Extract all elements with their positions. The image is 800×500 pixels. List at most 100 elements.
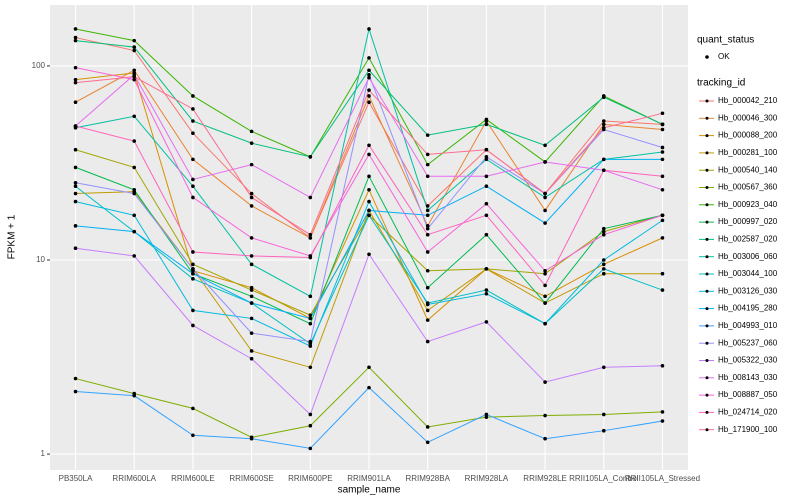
data-point — [191, 94, 195, 98]
x-tick-label: RRIM600LE — [171, 474, 215, 483]
data-point — [249, 356, 254, 361]
legend-point — [705, 203, 709, 207]
data-point — [543, 321, 547, 326]
data-point — [484, 155, 489, 159]
data-point — [308, 412, 313, 417]
data-point — [308, 195, 313, 200]
data-point — [425, 318, 430, 322]
data-point — [249, 349, 254, 353]
legend-point — [705, 359, 709, 362]
data-point — [367, 68, 371, 73]
data-point — [484, 201, 489, 206]
data-point — [132, 229, 137, 234]
data-point — [660, 122, 665, 127]
data-point — [660, 150, 665, 154]
data-point — [249, 262, 254, 267]
legend-label: Hb_003006_060 — [718, 252, 778, 261]
legend-point — [705, 237, 709, 241]
data-point — [601, 267, 606, 271]
data-point — [601, 365, 606, 370]
data-point — [367, 56, 371, 60]
data-point — [308, 313, 313, 317]
legend-label: Hb_005322_030 — [718, 356, 778, 365]
data-point — [601, 125, 606, 130]
data-point — [601, 258, 606, 262]
legend-point — [705, 428, 709, 432]
data-point — [132, 114, 137, 119]
legend-label: Hb_000281_100 — [718, 148, 778, 157]
data-point — [367, 143, 371, 148]
data-point — [191, 277, 195, 281]
data-point — [601, 412, 606, 417]
data-point — [367, 208, 371, 213]
data-point — [601, 226, 606, 231]
data-point — [425, 226, 430, 231]
x-tick-label: RRIM928BA — [405, 474, 450, 483]
x-tick-label: RRIM600SE — [229, 474, 273, 483]
x-tick-label: RRII105LA_Control — [569, 474, 639, 483]
data-point — [425, 339, 430, 344]
data-point — [249, 191, 254, 196]
data-point — [543, 380, 547, 384]
data-point — [484, 291, 489, 296]
data-point — [132, 139, 137, 143]
data-point — [543, 143, 547, 148]
data-point — [425, 162, 430, 167]
data-point — [73, 389, 78, 394]
data-point — [73, 165, 78, 170]
x-tick-label: RRIM928LE — [523, 474, 567, 483]
data-point — [73, 184, 78, 189]
data-point — [308, 236, 313, 240]
data-point — [308, 255, 313, 260]
x-axis-title: sample_name — [338, 485, 401, 496]
data-point — [367, 252, 371, 257]
data-point — [660, 419, 665, 423]
legend-point — [705, 186, 709, 189]
x-tick-label: RRII105LA_Stressed — [625, 474, 700, 483]
data-point — [425, 174, 430, 179]
data-point — [191, 157, 195, 162]
data-point — [249, 301, 254, 305]
data-point — [249, 316, 254, 321]
data-point — [73, 224, 78, 228]
data-point — [425, 224, 430, 228]
x-tick-label: RRIM928LA — [465, 474, 509, 483]
y-axis-title: FPKM + 1 — [7, 214, 18, 259]
data-point — [601, 119, 606, 123]
data-point — [132, 191, 137, 196]
legend-point — [705, 324, 709, 328]
data-point — [73, 180, 78, 185]
data-point — [249, 294, 254, 299]
data-point — [367, 174, 371, 179]
data-point — [425, 232, 430, 237]
data-point — [308, 316, 313, 321]
legend-label: Hb_171900_100 — [718, 425, 778, 434]
data-point — [249, 331, 254, 335]
legend-label: Hb_000997_020 — [718, 217, 778, 226]
data-point — [660, 218, 665, 223]
data-point — [425, 204, 430, 208]
data-point — [308, 232, 313, 237]
data-point — [484, 415, 489, 419]
data-point — [601, 168, 606, 173]
data-point — [484, 157, 489, 162]
data-point — [367, 152, 371, 157]
data-point — [73, 376, 78, 381]
legend-point — [705, 341, 709, 345]
data-point — [484, 232, 489, 237]
data-point — [660, 187, 665, 192]
data-point — [308, 339, 313, 344]
legend-label: Hb_008887_050 — [718, 390, 778, 399]
data-point — [601, 428, 606, 433]
legend-label: Hb_003044_100 — [718, 269, 778, 278]
data-point — [660, 288, 665, 292]
data-point — [191, 107, 195, 111]
data-point — [308, 344, 313, 348]
data-point — [73, 38, 78, 43]
legend-label: Hb_024714_020 — [718, 408, 778, 417]
data-point — [484, 320, 489, 324]
legend-label: Hb_004993_010 — [718, 321, 778, 330]
legend-label: Hb_000042_210 — [718, 96, 778, 105]
